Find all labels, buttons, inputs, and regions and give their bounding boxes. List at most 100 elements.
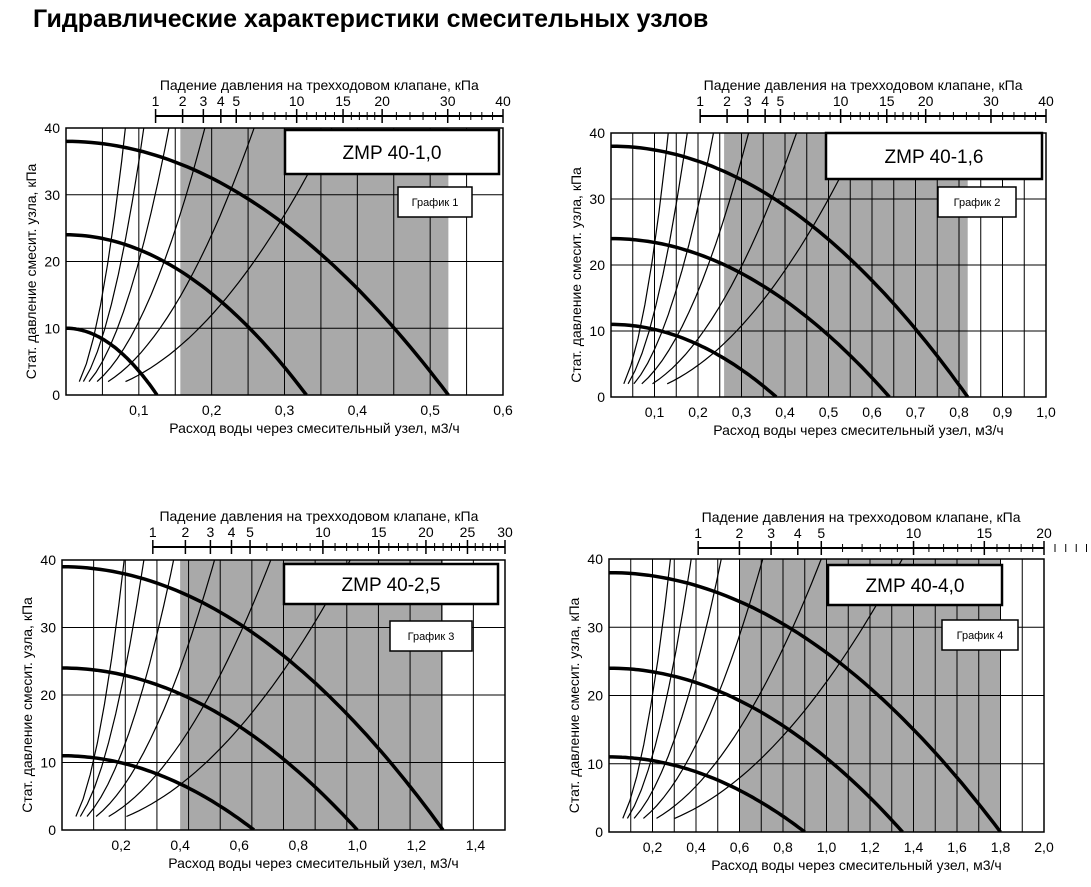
- top-axis-label: 20: [918, 93, 934, 109]
- top-axis-label: 5: [232, 93, 240, 109]
- chart-panel-1: 0 10 20 30 40 0,1 0,2 0,3 0,4 0,5 0,6 Расход воды ч…: [23, 77, 513, 436]
- top-axis-label: 20: [1036, 525, 1052, 541]
- page-title: Гидравлические характеристики смесительн…: [33, 5, 709, 33]
- y-axis-label: Стат. давление смесит. узла, кПа: [566, 597, 582, 813]
- top-axis-label: 4: [794, 525, 802, 541]
- system-curves: [78, 128, 333, 383]
- chart-number-label: График 2: [954, 197, 1001, 209]
- chart-number-box: [937, 186, 1017, 218]
- system-curve: [623, 133, 669, 385]
- top-axis-label: 3: [744, 93, 752, 109]
- model-label-box: [283, 128, 501, 176]
- system-curve: [652, 133, 798, 385]
- x-axis-label: Расход воды через смесительный узел, м3/…: [168, 855, 458, 871]
- chart-panel-4: 0 10 20 30 40 0,2 0,4 0,6 0,8 1,0 1,2 1,4 1,6 1,8 2,0 Р…: [566, 509, 1088, 873]
- y-tick-label: 40: [589, 125, 605, 141]
- top-axis-label: 3: [207, 524, 215, 540]
- system-curve: [95, 560, 216, 817]
- x-tick-label: 1,2: [407, 837, 427, 853]
- top-axis-label: 1: [696, 93, 704, 109]
- system-curve: [88, 128, 170, 382]
- x-tick-label: 0,6: [229, 837, 249, 853]
- model-label: ZMP 40-2,5: [342, 575, 441, 596]
- system-curve: [78, 128, 126, 382]
- model-label: ZMP 40-4,0: [866, 576, 965, 597]
- x-tick-label: 0,1: [645, 404, 665, 420]
- chart-panel-3: 0 10 20 30 40 0,2 0,4 0,6 0,8 1,0 1,2 1,4 Расход вод…: [19, 508, 513, 871]
- pump-curve: [609, 666, 904, 832]
- top-axis-label: 25: [460, 524, 476, 540]
- model-label: ZMP 40-1,0: [343, 143, 442, 164]
- y-tick-label: 40: [44, 120, 60, 136]
- top-axis-label: 4: [761, 93, 769, 109]
- x-tick-label: 0,3: [732, 404, 752, 420]
- top-axis-label: 15: [371, 524, 387, 540]
- y-tick-label: 10: [44, 320, 60, 336]
- x-tick-label: 0,6: [862, 404, 882, 420]
- x-tick-label: 0,4: [775, 404, 795, 420]
- top-axis-label: 40: [495, 93, 511, 109]
- system-curve: [633, 559, 722, 819]
- top-axis-label: 10: [315, 524, 331, 540]
- top-axis-label: 2: [181, 524, 189, 540]
- x-tick-label: 0,4: [348, 402, 368, 418]
- system-curve: [656, 559, 822, 819]
- model-label-box: [824, 131, 1044, 181]
- top-axis-label: 2: [179, 93, 187, 109]
- x-tick-label: 0,8: [289, 837, 309, 853]
- chart-number-label: График 3: [408, 631, 455, 643]
- y-tick-label: 0: [595, 824, 603, 840]
- top-axis-label: 15: [977, 525, 993, 541]
- pump-curve: [66, 326, 159, 395]
- x-tick-label: 0,8: [949, 404, 969, 420]
- y-tick-label: 0: [597, 389, 605, 405]
- top-axis-label: 20: [418, 524, 434, 540]
- pump-curve: [62, 565, 445, 830]
- x-tick-label: 0,2: [111, 837, 131, 853]
- y-tick-label: 30: [44, 187, 60, 203]
- y-tick-label: 0: [48, 822, 56, 838]
- y-axis-label: Стат. давление смесит. узла, кПа: [568, 167, 584, 383]
- top-axis-title: Падение давления на трехходовом клапане,…: [159, 508, 478, 524]
- pump-curve: [66, 139, 450, 395]
- y-tick-label: 40: [587, 551, 603, 567]
- y-tick-label: 40: [40, 552, 56, 568]
- x-tick-label: 0,5: [420, 402, 440, 418]
- model-label-box: [282, 562, 500, 606]
- pump-curve: [62, 666, 359, 830]
- pump-curve: [62, 754, 256, 830]
- system-curve: [79, 560, 145, 817]
- top-axis-title: Падение давления на трехходовом клапане,…: [160, 77, 479, 93]
- x-axis-label: Расход воды через смесительный узел, м3/…: [711, 857, 1001, 873]
- plot-frame: [61, 559, 506, 831]
- system-curve: [622, 559, 672, 819]
- system-curve: [107, 128, 255, 383]
- top-axis-label: 1: [149, 524, 157, 540]
- system-curve: [627, 133, 688, 385]
- system-curve: [633, 133, 715, 385]
- plot-frame: [608, 558, 1045, 833]
- system-curve: [125, 128, 333, 383]
- x-tick-label: 1,0: [817, 839, 837, 855]
- pump-curve: [609, 570, 1002, 832]
- top-axis-label: 2: [736, 525, 744, 541]
- y-tick-label: 10: [40, 755, 56, 771]
- top-axis-label: 15: [335, 93, 351, 109]
- y-tick-label: 20: [40, 687, 56, 703]
- x-tick-label: 0,4: [170, 837, 190, 853]
- x-tick-label: 0,7: [906, 404, 926, 420]
- top-axis-label: 40: [1038, 93, 1054, 109]
- system-curve: [86, 560, 175, 817]
- system-curves: [623, 133, 863, 385]
- y-axis-label: Стат. давление смесит. узла, кПа: [19, 597, 35, 813]
- system-curve: [666, 133, 863, 385]
- chart-number-box: [397, 186, 473, 218]
- system-curve: [108, 560, 272, 818]
- top-axis-label: 20: [374, 93, 390, 109]
- y-tick-label: 30: [589, 191, 605, 207]
- x-tick-label: 0,2: [643, 839, 663, 855]
- x-tick-label: 0,9: [993, 404, 1013, 420]
- chart-number-box: [389, 620, 473, 652]
- top-axis-title: Падение давления на трехходовом клапане,…: [702, 509, 1021, 525]
- system-curve: [641, 133, 750, 385]
